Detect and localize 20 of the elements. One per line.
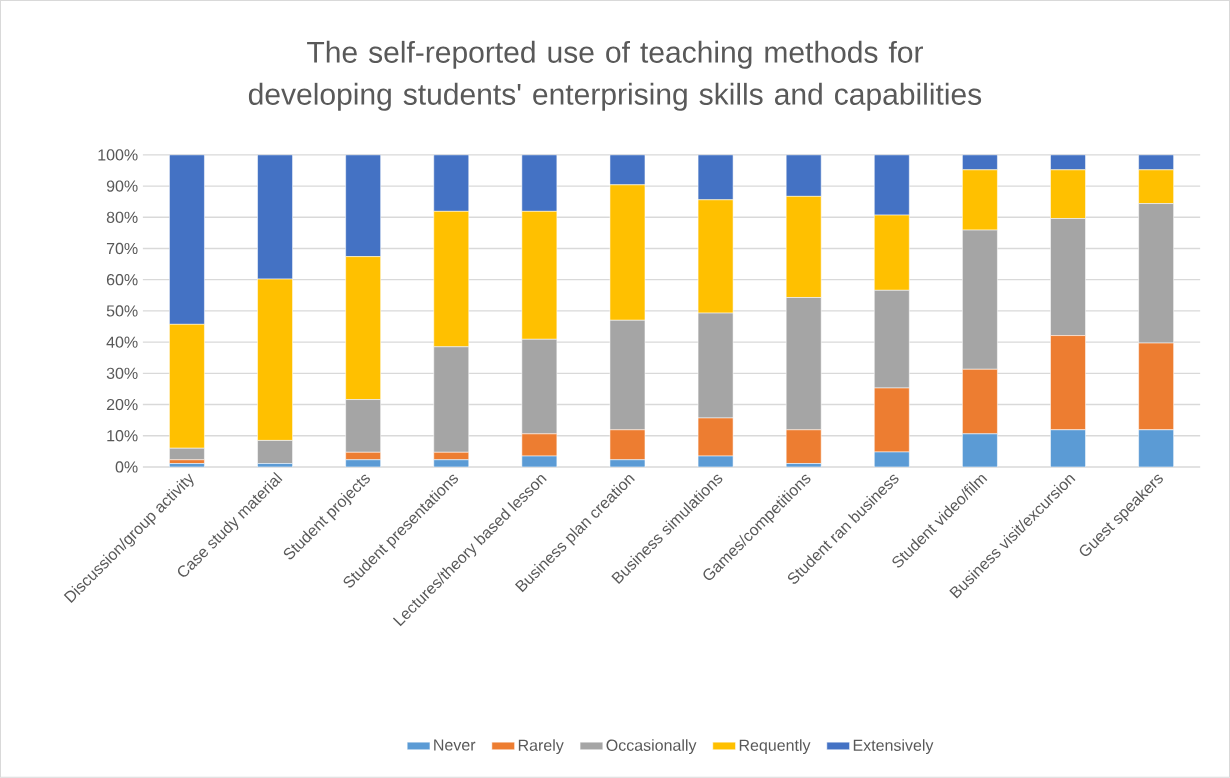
y-tick-label: 40% <box>106 336 138 348</box>
y-tick-label: 60% <box>106 274 138 286</box>
legend-label: Requently <box>739 739 811 755</box>
legend-label: Rarely <box>518 739 564 755</box>
y-tick-label: 30% <box>106 367 138 380</box>
legend-label: Never <box>434 739 476 751</box>
y-tick-label: 20% <box>106 398 138 411</box>
y-tick-label: 10% <box>107 430 138 442</box>
legend-label: Extensively <box>853 739 934 755</box>
bar <box>962 433 998 468</box>
y-tick-label: 90% <box>106 180 138 192</box>
y-tick-label: 70% <box>106 242 138 255</box>
chart-title: The self-reported use of teaching methods for developing students' enterprising skills and capabilities <box>248 40 982 111</box>
y-tick-label: 0% <box>115 461 138 473</box>
y-tick-label: 50% <box>106 305 138 317</box>
bar <box>1138 429 1174 468</box>
legend-label: Occasionally <box>606 739 697 755</box>
y-tick-label: 80% <box>106 211 138 224</box>
bar <box>1050 429 1086 468</box>
y-tick-label: 100% <box>98 149 138 161</box>
